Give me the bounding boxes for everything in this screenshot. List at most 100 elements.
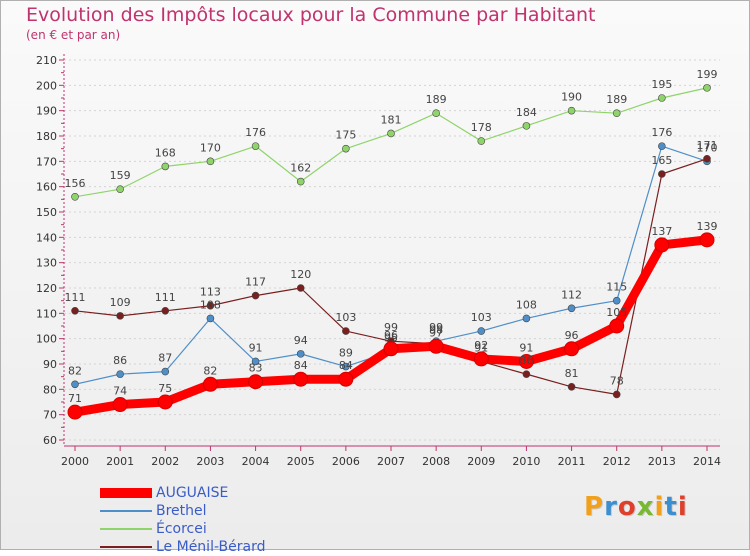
data-point bbox=[67, 404, 83, 420]
data-label: 178 bbox=[471, 121, 492, 134]
data-point bbox=[161, 306, 170, 315]
data-label: 139 bbox=[697, 220, 718, 233]
data-label: 95 bbox=[384, 331, 398, 344]
data-point bbox=[522, 370, 531, 378]
data-label: 91 bbox=[249, 341, 263, 354]
data-label: 176 bbox=[245, 126, 266, 139]
data-label: 75 bbox=[158, 382, 172, 395]
data-label: 189 bbox=[426, 93, 447, 106]
x-tick-label: 2013 bbox=[648, 455, 676, 468]
proxiti-logo: Proxiti bbox=[584, 492, 688, 522]
data-label: 171 bbox=[697, 139, 718, 152]
x-tick-label: 2000 bbox=[61, 455, 89, 468]
data-label: 105 bbox=[606, 306, 627, 319]
x-tick-label: 2001 bbox=[106, 455, 134, 468]
data-point bbox=[296, 350, 305, 358]
x-tick-label: 2006 bbox=[332, 455, 360, 468]
data-point bbox=[116, 312, 124, 320]
data-point bbox=[161, 367, 170, 376]
data-label: 162 bbox=[290, 162, 311, 175]
y-tick-label: 150 bbox=[36, 206, 57, 219]
data-label: 81 bbox=[565, 367, 579, 380]
data-label: 170 bbox=[200, 141, 221, 154]
data-point bbox=[116, 370, 124, 378]
data-point bbox=[658, 142, 666, 150]
y-tick-label: 140 bbox=[36, 231, 57, 244]
x-tick-label: 2012 bbox=[603, 455, 631, 468]
data-point bbox=[564, 341, 580, 357]
data-label: 82 bbox=[68, 364, 82, 377]
data-point bbox=[71, 380, 79, 389]
data-label: 82 bbox=[203, 364, 217, 377]
legend-label: Le Ménil-Bérard bbox=[156, 539, 266, 555]
data-point bbox=[206, 157, 215, 166]
data-label: 112 bbox=[561, 288, 582, 301]
y-tick-label: 210 bbox=[36, 54, 57, 67]
data-label: 137 bbox=[651, 225, 672, 238]
data-point bbox=[522, 314, 531, 323]
x-tick-label: 2010 bbox=[512, 455, 540, 468]
legend-item-le-menil-berard: Le Ménil-Bérard bbox=[100, 538, 265, 556]
data-label: 113 bbox=[200, 286, 221, 299]
data-point bbox=[342, 327, 350, 335]
x-tick-label: 2002 bbox=[151, 455, 179, 468]
data-point bbox=[567, 106, 576, 115]
data-point bbox=[342, 144, 350, 153]
y-tick-label: 70 bbox=[43, 409, 57, 422]
data-label: 156 bbox=[65, 177, 86, 190]
data-point bbox=[342, 362, 350, 371]
data-point bbox=[477, 137, 486, 145]
y-tick-label: 120 bbox=[36, 282, 57, 295]
data-point bbox=[206, 314, 215, 323]
data-point bbox=[338, 371, 354, 387]
data-point bbox=[116, 185, 124, 193]
data-label: 84 bbox=[294, 359, 308, 372]
data-label: 103 bbox=[471, 311, 492, 324]
y-tick-label: 160 bbox=[36, 181, 57, 194]
data-label: 120 bbox=[290, 268, 311, 281]
data-point bbox=[477, 327, 486, 335]
data-label: 181 bbox=[381, 113, 402, 126]
data-point bbox=[699, 232, 715, 248]
data-label: 78 bbox=[610, 374, 624, 387]
legend-item-auguaise: AUGUAISE bbox=[100, 484, 265, 502]
data-label: 103 bbox=[335, 311, 356, 324]
data-point bbox=[612, 296, 621, 305]
data-point bbox=[567, 304, 576, 313]
chart-subtitle: (en € et par an) bbox=[26, 28, 121, 42]
data-label: 111 bbox=[65, 291, 86, 304]
data-label: 86 bbox=[113, 354, 127, 367]
data-label: 86 bbox=[519, 354, 533, 367]
data-point bbox=[387, 129, 395, 138]
x-tick-label: 2005 bbox=[287, 455, 315, 468]
x-tick-label: 2007 bbox=[377, 455, 405, 468]
y-tick-label: 80 bbox=[43, 383, 57, 396]
data-label: 159 bbox=[110, 169, 131, 182]
data-label: 115 bbox=[606, 281, 627, 294]
data-label: 190 bbox=[561, 91, 582, 104]
data-label: 99 bbox=[384, 321, 398, 334]
data-label: 168 bbox=[155, 146, 176, 159]
data-label: 108 bbox=[516, 298, 537, 311]
data-point bbox=[296, 284, 305, 292]
data-point bbox=[383, 341, 399, 357]
data-label: 84 bbox=[339, 359, 353, 372]
chart-title: Evolution des Impôts locaux pour la Comm… bbox=[26, 4, 596, 26]
data-point bbox=[612, 390, 621, 399]
data-point bbox=[609, 318, 625, 334]
y-tick-label: 110 bbox=[36, 307, 57, 320]
data-point bbox=[202, 376, 218, 392]
data-point bbox=[703, 155, 711, 163]
data-label: 117 bbox=[245, 276, 266, 289]
data-point bbox=[567, 382, 576, 391]
y-tick-label: 190 bbox=[36, 105, 57, 118]
data-point bbox=[293, 371, 309, 387]
y-tick-label: 130 bbox=[36, 257, 57, 270]
data-point bbox=[161, 162, 170, 171]
y-tick-label: 170 bbox=[36, 155, 57, 168]
data-point bbox=[248, 374, 264, 390]
data-point bbox=[251, 142, 260, 150]
data-point bbox=[428, 338, 444, 354]
